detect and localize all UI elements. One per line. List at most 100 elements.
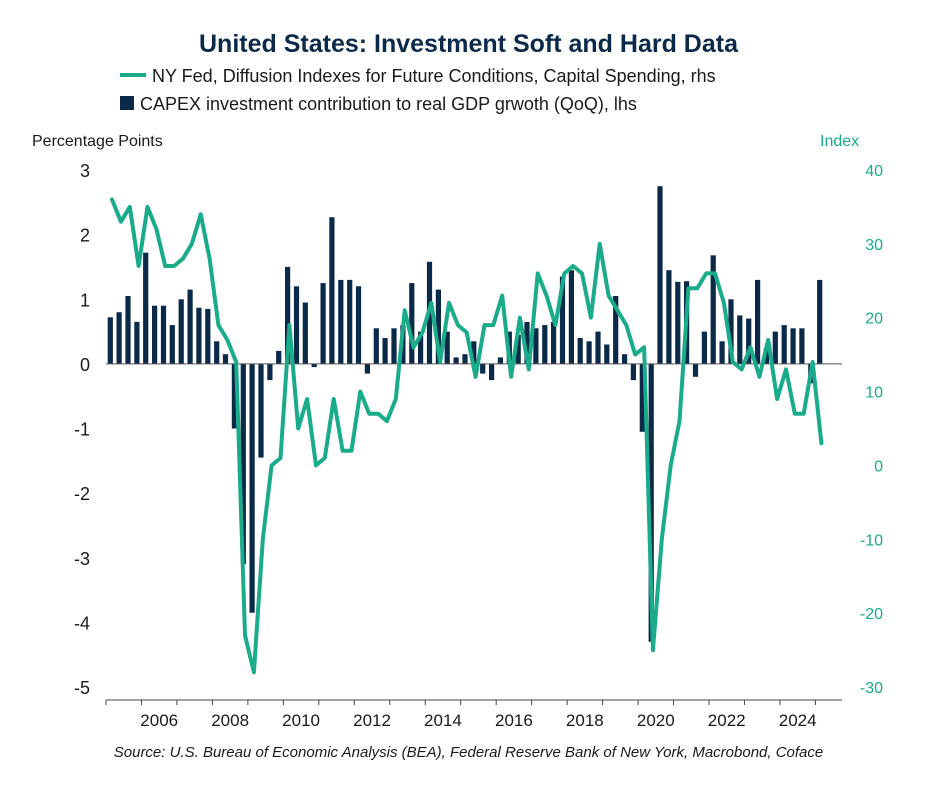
right-tick-label: 20: [865, 311, 883, 328]
left-axis-ticks: 3 2 1 0 -1 -2 -3 -4 -5: [74, 161, 90, 698]
bar: [630, 363, 636, 381]
left-tick-label: 1: [80, 290, 90, 310]
right-tick-label: -10: [860, 532, 883, 549]
x-tick-label: 2010: [282, 711, 320, 730]
bar: [187, 289, 193, 364]
bar: [613, 296, 619, 364]
bar: [364, 363, 370, 374]
bar: [267, 363, 273, 381]
bar: [107, 317, 113, 364]
legend-bar-label: CAPEX investment contribution to real GD…: [140, 94, 637, 114]
bar: [755, 279, 761, 364]
bar: [293, 286, 300, 364]
right-tick-label: 30: [865, 237, 883, 254]
right-axis-ticks: 40 30 20 10 0 -10 -20 -30: [860, 163, 883, 697]
bar: [214, 341, 220, 364]
bar: [240, 363, 246, 565]
x-tick-label: 2012: [353, 711, 391, 730]
bar-series: [107, 186, 823, 642]
bar: [515, 334, 521, 364]
bar: [320, 283, 326, 364]
bar: [453, 357, 459, 364]
legend-bar-entry: CAPEX investment contribution to real GD…: [120, 94, 637, 115]
left-tick-label: -5: [74, 678, 90, 698]
left-tick-label: 2: [80, 226, 90, 246]
bar: [444, 331, 450, 364]
bar: [152, 305, 158, 364]
bar: [276, 350, 282, 364]
bar: [533, 328, 539, 364]
bar: [586, 341, 592, 364]
bar: [134, 321, 140, 364]
bar: [302, 302, 308, 364]
left-tick-label: -4: [74, 613, 90, 633]
right-tick-label: 10: [865, 385, 883, 402]
bar: [675, 281, 681, 364]
bar: [125, 296, 131, 364]
line-series: [110, 197, 824, 675]
bar: [462, 354, 468, 364]
bar: [480, 363, 486, 374]
bar: [719, 341, 725, 364]
bar: [497, 357, 503, 364]
bar: [169, 325, 175, 364]
bar: [338, 279, 344, 364]
bar: [373, 328, 379, 364]
bar: [382, 338, 388, 364]
bar: [710, 255, 716, 364]
bar: [604, 344, 610, 364]
bar: [205, 308, 211, 364]
bar: [692, 363, 699, 377]
x-tick-label: 2020: [637, 711, 675, 730]
bar: [781, 325, 787, 364]
bar: [355, 286, 362, 364]
right-tick-label: 40: [865, 163, 883, 180]
bar: [799, 328, 805, 364]
x-tick-label: 2024: [779, 711, 817, 730]
bar: [196, 307, 202, 364]
bar: [790, 328, 796, 364]
bar: [551, 321, 557, 364]
legend-line-swatch: [120, 73, 146, 78]
legend-line-entry: NY Fed, Diffusion Indexes for Future Con…: [120, 66, 716, 87]
x-tick-label: 2006: [140, 711, 178, 730]
bar: [435, 289, 441, 364]
bar: [489, 363, 495, 381]
bar: [329, 217, 335, 364]
right-tick-label: 0: [874, 458, 883, 475]
bar: [639, 363, 645, 432]
source-note: Source: U.S. Bureau of Economic Analysis…: [113, 744, 824, 761]
right-tick-label: -30: [860, 680, 883, 697]
x-tick-label: 2016: [495, 711, 533, 730]
bar: [728, 299, 734, 364]
bar: [648, 363, 654, 642]
bar: [817, 279, 823, 364]
bar: [595, 331, 601, 364]
x-tick-label: 2022: [708, 711, 746, 730]
right-tick-label: -20: [860, 606, 883, 623]
bar: [160, 305, 167, 364]
x-tick-label: 2008: [211, 711, 249, 730]
bar: [471, 341, 477, 364]
legend-bar-swatch: [120, 96, 134, 111]
bar: [347, 279, 353, 364]
bar: [311, 363, 317, 368]
left-tick-label: -1: [74, 420, 90, 440]
bar: [666, 270, 672, 364]
bar: [391, 328, 397, 364]
bar: [116, 312, 122, 364]
bar: [542, 325, 548, 364]
bar: [249, 363, 255, 613]
right-axis-label: Index: [820, 133, 860, 150]
bar: [143, 252, 149, 364]
bar: [746, 318, 752, 364]
bar: [285, 266, 291, 364]
bar: [577, 338, 583, 364]
bar: [772, 331, 778, 364]
x-tick-label: 2018: [566, 711, 604, 730]
x-tick-label: 2014: [424, 711, 462, 730]
legend-line-label: NY Fed, Diffusion Indexes for Future Con…: [152, 66, 716, 86]
bar: [258, 363, 264, 458]
bar: [701, 331, 707, 364]
bar: [559, 276, 566, 364]
